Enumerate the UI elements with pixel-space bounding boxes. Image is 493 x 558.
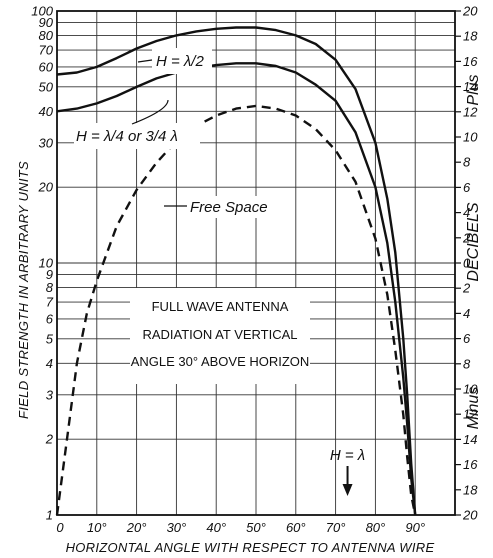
y-tick-label: 4 bbox=[46, 356, 53, 371]
annotation-box: FULL WAVE ANTENNA RADIATION AT VERTICAL … bbox=[130, 288, 310, 384]
y2-tick-label: 8 bbox=[463, 155, 471, 170]
y2-tick-label: 2 bbox=[462, 281, 471, 296]
y2-tick-label: 16 bbox=[463, 54, 478, 69]
x-tick-label: 50° bbox=[246, 520, 266, 535]
y-tick-label: 10 bbox=[39, 256, 54, 271]
annotation-line-1: FULL WAVE ANTENNA bbox=[152, 299, 289, 314]
y2-tick-label: 16 bbox=[463, 457, 478, 472]
series-labels: H = λ/2 H = λ/4 or 3/4 λ Free Space bbox=[74, 48, 286, 218]
y-tick-label: 20 bbox=[38, 180, 54, 195]
x-axis-title: HORIZONTAL ANGLE WITH RESPECT TO ANTENNA… bbox=[66, 540, 435, 555]
y2-tick-label: 6 bbox=[463, 180, 471, 195]
y-tick-label: 8 bbox=[46, 280, 54, 295]
y2-tick-label: 2 bbox=[462, 230, 471, 245]
y2-tick-label: 20 bbox=[462, 508, 478, 523]
y-tick-label: 50 bbox=[39, 79, 54, 94]
series-label-h-half: H = λ/2 bbox=[156, 53, 204, 70]
marker-arrow-head bbox=[342, 484, 353, 496]
y2-plus-label: Plus bbox=[465, 74, 482, 105]
y-tick-label: 70 bbox=[39, 43, 54, 58]
y-tick-label: 90 bbox=[39, 15, 54, 30]
curve-h-quarter-wave bbox=[56, 62, 417, 516]
y2-tick-label: 20 bbox=[462, 4, 478, 19]
y-tick-label: 1 bbox=[46, 508, 53, 523]
curve-h-half-wave bbox=[56, 26, 417, 516]
y-tick-label: 80 bbox=[39, 28, 54, 43]
y2-tick-label: 18 bbox=[463, 482, 478, 497]
x-tick-label: 0 bbox=[56, 520, 64, 535]
y-tick-label: 60 bbox=[39, 59, 54, 74]
y2-minus-label: Minus bbox=[465, 387, 482, 430]
y-tick-label: 30 bbox=[39, 135, 54, 150]
y2-tick-label: 12 bbox=[463, 104, 478, 119]
x-tick-labels: 0 10° 20° 30° 40° 50° 60° 70° 80° 90° bbox=[56, 520, 425, 535]
y2-tick-label: 18 bbox=[463, 29, 478, 44]
y-axis-title: FIELD STRENGTH IN ARBITRARY UNITS bbox=[16, 161, 31, 419]
y2-tick-label: 4 bbox=[463, 306, 470, 321]
y-tick-label: 9 bbox=[46, 267, 53, 282]
h-lambda-marker: H = λ bbox=[330, 447, 365, 496]
y2-tick-label: 12 bbox=[463, 407, 478, 422]
y-tick-label: 40 bbox=[39, 104, 54, 119]
y-tick-label: 100 bbox=[31, 4, 53, 19]
y2-tick-label: 6 bbox=[463, 331, 471, 346]
y-tick-label: 3 bbox=[46, 387, 54, 402]
x-tick-label: 90° bbox=[405, 520, 425, 535]
x-tick-label: 40° bbox=[206, 520, 226, 535]
y2-tick-label: 10 bbox=[463, 130, 478, 145]
y-tick-label: 7 bbox=[46, 295, 54, 310]
y2-tick-label: 14 bbox=[463, 79, 477, 94]
y2-tick-label: 10 bbox=[463, 382, 478, 397]
x-tick-label: 70° bbox=[326, 520, 346, 535]
x-tick-label: 10° bbox=[87, 520, 107, 535]
y2-tick-label: 8 bbox=[463, 356, 471, 371]
y-tick-label: 2 bbox=[45, 432, 54, 447]
x-tick-label: 60° bbox=[286, 520, 306, 535]
series-label-h-quarter: H = λ/4 or 3/4 λ bbox=[76, 128, 178, 145]
curves bbox=[55, 26, 417, 516]
series-label-free-space: Free Space bbox=[190, 199, 268, 216]
x-tick-label: 30° bbox=[167, 520, 187, 535]
y-tick-label: 6 bbox=[46, 311, 54, 326]
y2-axis-title: DECIBELS bbox=[465, 202, 482, 281]
x-tick-label: 80° bbox=[366, 520, 386, 535]
y2-tick-label: 0 bbox=[463, 256, 471, 271]
y2-tick-label: 14 bbox=[463, 432, 477, 447]
marker-label: H = λ bbox=[330, 447, 365, 464]
annotation-line-2: RADIATION AT VERTICAL bbox=[142, 327, 297, 342]
x-tick-label: 20° bbox=[126, 520, 147, 535]
y-tick-label: 5 bbox=[46, 331, 54, 346]
y2-tick-label: 4 bbox=[463, 205, 470, 220]
annotation-line-3: ANGLE 30° ABOVE HORIZON bbox=[131, 354, 310, 369]
